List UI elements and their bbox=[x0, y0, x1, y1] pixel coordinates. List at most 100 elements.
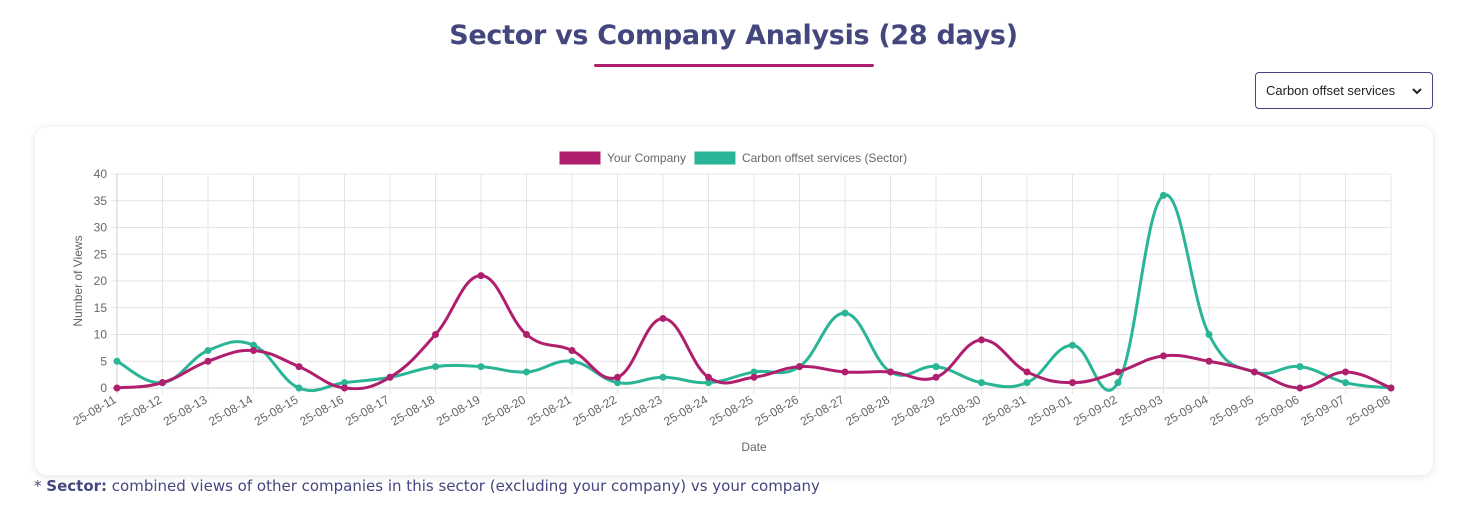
data-point bbox=[978, 379, 985, 387]
x-tick-label: 25-08-22 bbox=[570, 392, 619, 428]
x-tick-label: 25-08-25 bbox=[707, 392, 756, 428]
y-tick-label: 5 bbox=[100, 354, 107, 368]
data-point bbox=[477, 272, 485, 280]
x-tick-label: 25-08-24 bbox=[661, 392, 710, 428]
data-point bbox=[295, 363, 303, 371]
data-point bbox=[432, 363, 439, 371]
data-point bbox=[1342, 379, 1349, 387]
data-point bbox=[523, 368, 530, 376]
footnote-prefix: * bbox=[34, 477, 47, 495]
x-tick-label: 25-09-06 bbox=[1253, 392, 1302, 428]
data-point bbox=[250, 347, 257, 355]
footnote-label: Sector: bbox=[46, 477, 108, 495]
data-point bbox=[250, 341, 257, 349]
x-tick-label: 25-09-07 bbox=[1298, 392, 1347, 428]
y-tick-label: 40 bbox=[94, 167, 108, 181]
data-point bbox=[477, 363, 485, 371]
x-tick-label: 25-08-29 bbox=[889, 392, 938, 428]
data-point bbox=[887, 368, 894, 376]
sector-select-value: Carbon offset services bbox=[1266, 83, 1396, 98]
data-point bbox=[659, 373, 667, 381]
chevron-down-icon bbox=[1412, 83, 1422, 98]
data-point bbox=[568, 347, 576, 355]
data-point bbox=[568, 357, 576, 365]
data-point bbox=[614, 373, 621, 381]
data-point bbox=[432, 331, 439, 338]
x-tick-label: 25-08-27 bbox=[798, 392, 847, 428]
x-tick-label: 25-08-18 bbox=[388, 392, 437, 428]
page-title: Sector vs Company Analysis (28 days) bbox=[449, 20, 1018, 51]
data-point bbox=[978, 336, 985, 344]
data-point bbox=[1023, 368, 1031, 376]
x-tick-label: 25-09-08 bbox=[1344, 392, 1393, 428]
x-tick-label: 25-08-30 bbox=[934, 392, 983, 428]
data-point bbox=[1205, 331, 1213, 338]
footnote-text: combined views of other companies in thi… bbox=[107, 477, 820, 495]
data-point bbox=[523, 331, 530, 338]
y-tick-label: 15 bbox=[94, 301, 108, 315]
data-point bbox=[1342, 368, 1349, 376]
x-tick-label: 25-08-26 bbox=[752, 392, 801, 428]
data-point bbox=[705, 379, 712, 387]
data-point bbox=[841, 309, 849, 317]
data-point bbox=[1114, 368, 1122, 376]
data-point bbox=[1205, 357, 1213, 365]
x-tick-label: 25-08-13 bbox=[161, 392, 210, 428]
data-point bbox=[204, 357, 212, 365]
x-tick-label: 25-08-31 bbox=[980, 392, 1029, 428]
x-tick-label: 25-09-01 bbox=[1025, 392, 1074, 428]
x-tick-label: 25-08-11 bbox=[71, 392, 119, 428]
x-tick-label: 25-09-03 bbox=[1116, 392, 1165, 428]
legend-swatch-0 bbox=[558, 150, 602, 166]
x-tick-label: 25-09-05 bbox=[1207, 392, 1256, 428]
x-tick-label: 25-09-02 bbox=[1071, 392, 1120, 428]
data-point bbox=[1023, 379, 1031, 387]
data-point bbox=[750, 368, 758, 376]
data-point bbox=[1160, 191, 1167, 199]
x-tick-label: 25-08-19 bbox=[434, 392, 483, 428]
legend-label-0: Your Company bbox=[607, 151, 686, 165]
y-tick-label: 30 bbox=[94, 221, 108, 235]
data-point bbox=[1296, 363, 1304, 371]
sector-select[interactable]: Carbon offset services bbox=[1255, 72, 1433, 109]
data-point bbox=[932, 373, 940, 381]
data-point bbox=[1069, 379, 1076, 387]
x-tick-label: 25-08-20 bbox=[479, 392, 528, 428]
data-point bbox=[1387, 384, 1395, 392]
data-point bbox=[386, 373, 394, 381]
data-point bbox=[113, 384, 121, 392]
data-point bbox=[932, 363, 940, 371]
x-tick-label: 25-08-15 bbox=[252, 392, 301, 428]
x-tick-label: 25-09-04 bbox=[1162, 392, 1211, 428]
data-point bbox=[341, 384, 348, 392]
x-tick-label: 25-08-12 bbox=[115, 392, 164, 428]
legend-swatch-1 bbox=[693, 150, 737, 166]
data-point bbox=[1069, 341, 1076, 349]
y-tick-label: 35 bbox=[94, 194, 108, 208]
legend-label-1: Carbon offset services (Sector) bbox=[742, 151, 907, 165]
y-axis-title: Number of Views bbox=[71, 235, 85, 326]
x-tick-label: 25-08-23 bbox=[616, 392, 665, 428]
data-point bbox=[1160, 352, 1167, 360]
x-tick-label: 25-08-28 bbox=[843, 392, 892, 428]
data-point bbox=[1296, 384, 1304, 392]
data-point bbox=[750, 373, 758, 381]
title-underline bbox=[594, 64, 874, 67]
data-point bbox=[1251, 368, 1258, 376]
data-point bbox=[659, 314, 667, 322]
data-point bbox=[841, 368, 849, 376]
y-tick-label: 25 bbox=[94, 247, 108, 261]
data-point bbox=[341, 379, 348, 387]
data-point bbox=[1114, 379, 1122, 387]
x-tick-label: 25-08-16 bbox=[297, 392, 346, 428]
x-tick-label: 25-08-14 bbox=[206, 392, 255, 428]
data-point bbox=[796, 363, 803, 371]
x-tick-label: 25-08-21 bbox=[525, 392, 574, 428]
data-point bbox=[705, 373, 712, 381]
y-tick-label: 0 bbox=[100, 381, 107, 395]
chart-card bbox=[35, 127, 1433, 475]
data-point bbox=[113, 357, 121, 365]
data-point bbox=[159, 379, 166, 387]
y-tick-label: 10 bbox=[94, 328, 108, 342]
